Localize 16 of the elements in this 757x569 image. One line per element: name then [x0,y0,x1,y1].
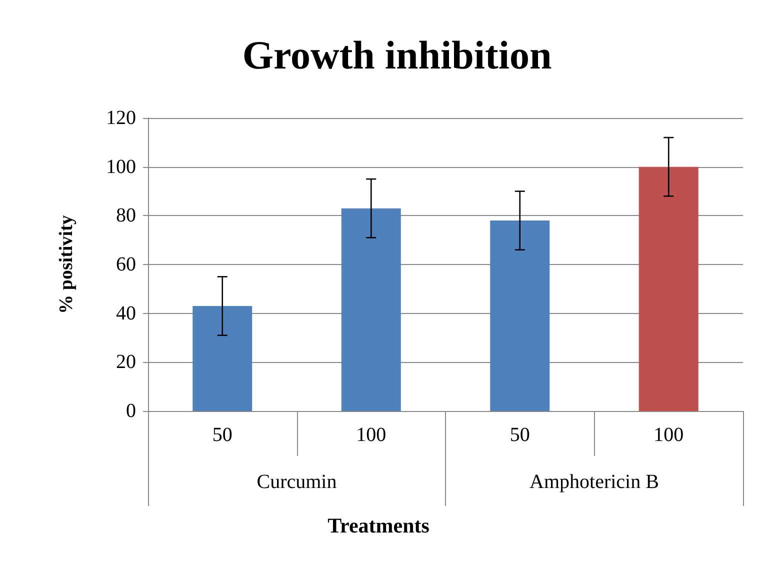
x-tick-label: 50 [212,424,232,446]
text: Curcumin [256,471,337,493]
text: Amphotericin B [530,471,659,493]
x-tick-label: 50 [510,424,530,446]
x-axis-title: Treatments [328,514,430,538]
y-tick-label: 120 [106,107,136,129]
y-tick-label: 60 [116,254,136,276]
y-tick-label: 100 [106,156,136,178]
y-tick-label: 80 [116,204,136,227]
y-tick-label: 20 [116,351,136,374]
x-tick-label: 100 [356,424,386,446]
y-tick-label: 0 [126,400,136,422]
chart-title: Growth inhibition [242,32,552,78]
x-tick-label: 100 [654,424,684,446]
y-axis-title: % positivity [56,214,77,314]
y-tick-label: 40 [116,302,136,324]
